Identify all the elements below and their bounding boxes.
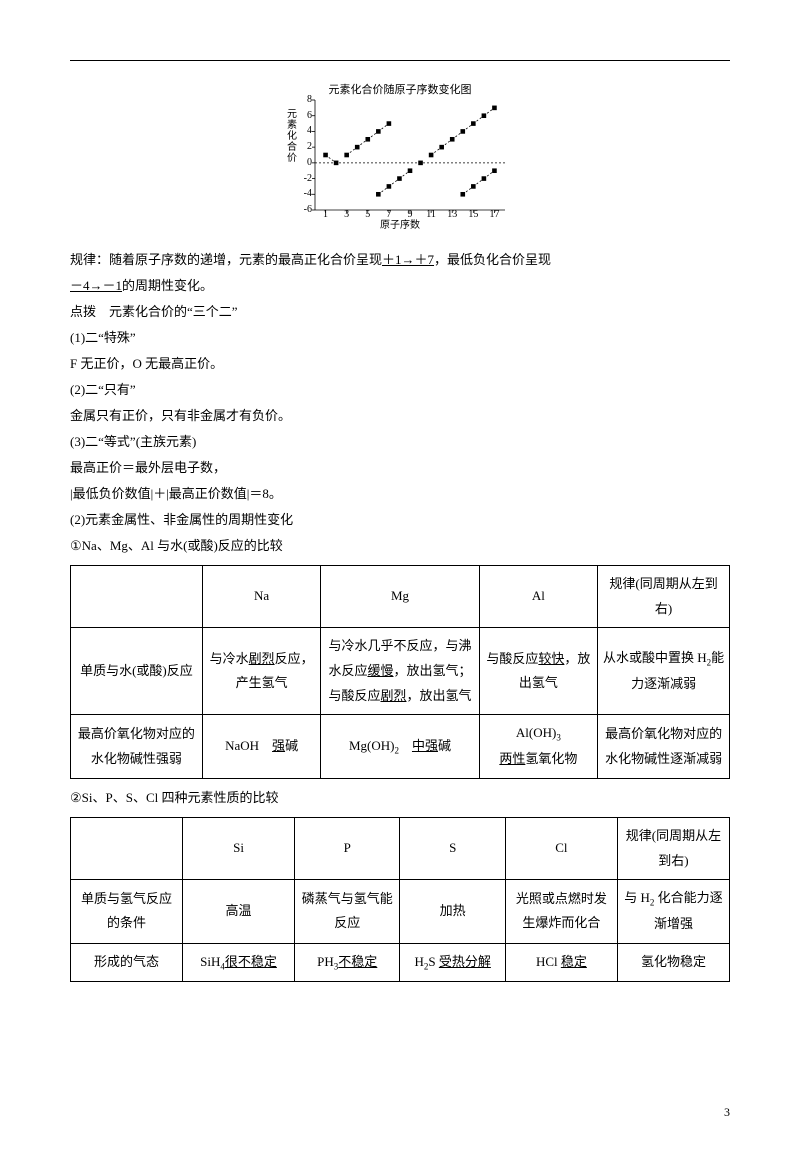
valence-chart: 元素化合价随原子序数变化图 元素化合价 原子序数 -6-4-202468 135…: [280, 81, 520, 231]
table-row: Si P S Cl 规律(同周期从左到右): [71, 817, 730, 879]
table-row: Na Mg Al 规律(同周期从左到右): [71, 566, 730, 628]
th: Mg: [321, 566, 479, 628]
para-2: (2)二“只有”: [70, 377, 730, 403]
chart-plot: [310, 95, 510, 215]
page: 元素化合价随原子序数变化图 元素化合价 原子序数 -6-4-202468 135…: [0, 0, 800, 1150]
para-compare-2: ②Si、P、S、Cl 四种元素性质的比较: [70, 785, 730, 811]
th: 规律(同周期从左到右): [598, 566, 730, 628]
th: [71, 817, 183, 879]
top-rule: [70, 60, 730, 61]
text: 的周期性变化。: [122, 278, 213, 293]
cell: 磷蒸气与氢气能反应: [295, 880, 400, 943]
underline: －4→－1: [70, 278, 122, 293]
chart-xlabel: 原子序数: [280, 216, 520, 231]
th: Al: [479, 566, 598, 628]
page-number: 3: [724, 1105, 730, 1120]
text: ，最低负化合价呈现: [434, 252, 551, 267]
th: 规律(同周期从左到右): [617, 817, 729, 879]
table-row: 形成的气态 SiH4很不稳定 PH3不稳定 H2S 受热分解 HCl 稳定 氢化…: [71, 943, 730, 982]
cell: Mg(OH)2 中强碱: [321, 715, 479, 778]
text: 规律：随着原子序数的递增，元素的最高正化合价呈现: [70, 252, 382, 267]
th: [71, 566, 203, 628]
cell: 高温: [183, 880, 295, 943]
para-3: (3)二“等式”(主族元素): [70, 429, 730, 455]
th: Na: [202, 566, 321, 628]
table-row: 单质与水(或酸)反应 与冷水剧烈反应，产生氢气 与冷水几乎不反应，与沸水反应缓慢…: [71, 628, 730, 715]
cell: PH3不稳定: [295, 943, 400, 982]
th: P: [295, 817, 400, 879]
cell: 单质与水(或酸)反应: [71, 628, 203, 715]
cell: 从水或酸中置换 H2能力逐渐减弱: [598, 628, 730, 715]
cell: 与冷水几乎不反应，与沸水反应缓慢，放出氢气；与酸反应剧烈，放出氢气: [321, 628, 479, 715]
para-rule-2: －4→－1的周期性变化。: [70, 273, 730, 299]
th: S: [400, 817, 505, 879]
chart-ylabel: 元素化合价: [286, 109, 298, 164]
table-row: 最高价氧化物对应的水化物碱性强弱 NaOH 强碱 Mg(OH)2 中强碱 Al(…: [71, 715, 730, 778]
para-1b: F 无正价，O 无最高正价。: [70, 351, 730, 377]
para-2b: 金属只有正价，只有非金属才有负价。: [70, 403, 730, 429]
cell: 单质与氢气反应的条件: [71, 880, 183, 943]
cell: 加热: [400, 880, 505, 943]
cell: 与酸反应较快，放出氢气: [479, 628, 598, 715]
cell: SiH4很不稳定: [183, 943, 295, 982]
cell: HCl 稳定: [505, 943, 617, 982]
para-3b: 最高正价＝最外层电子数，: [70, 455, 730, 481]
cell: 最高价氧化物对应的水化物碱性逐渐减弱: [598, 715, 730, 778]
cell: 与冷水剧烈反应，产生氢气: [202, 628, 321, 715]
cell: 氢化物稳定: [617, 943, 729, 982]
cell: Al(OH)3两性氢氧化物: [479, 715, 598, 778]
underline: ＋1→＋7: [382, 252, 434, 267]
cell: 形成的气态: [71, 943, 183, 982]
th: Si: [183, 817, 295, 879]
para-tip: 点拨 元素化合价的“三个二”: [70, 299, 730, 325]
para-3c: |最低负价数值|＋|最高正价数值|＝8。: [70, 481, 730, 507]
table-row: 单质与氢气反应的条件 高温 磷蒸气与氢气能反应 加热 光照或点燃时发生爆炸而化合…: [71, 880, 730, 943]
cell: 最高价氧化物对应的水化物碱性强弱: [71, 715, 203, 778]
chart-container: 元素化合价随原子序数变化图 元素化合价 原子序数 -6-4-202468 135…: [70, 81, 730, 235]
th: Cl: [505, 817, 617, 879]
para-periodic: (2)元素金属性、非金属性的周期性变化: [70, 507, 730, 533]
para-rule: 规律：随着原子序数的递增，元素的最高正化合价呈现＋1→＋7，最低负化合价呈现: [70, 247, 730, 273]
table-si-p-s-cl: Si P S Cl 规律(同周期从左到右) 单质与氢气反应的条件 高温 磷蒸气与…: [70, 817, 730, 982]
table-na-mg-al: Na Mg Al 规律(同周期从左到右) 单质与水(或酸)反应 与冷水剧烈反应，…: [70, 565, 730, 779]
cell: NaOH 强碱: [202, 715, 321, 778]
cell: H2S 受热分解: [400, 943, 505, 982]
para-1: (1)二“特殊”: [70, 325, 730, 351]
para-compare-1: ①Na、Mg、Al 与水(或酸)反应的比较: [70, 533, 730, 559]
cell: 与 H2 化合能力逐渐增强: [617, 880, 729, 943]
cell: 光照或点燃时发生爆炸而化合: [505, 880, 617, 943]
